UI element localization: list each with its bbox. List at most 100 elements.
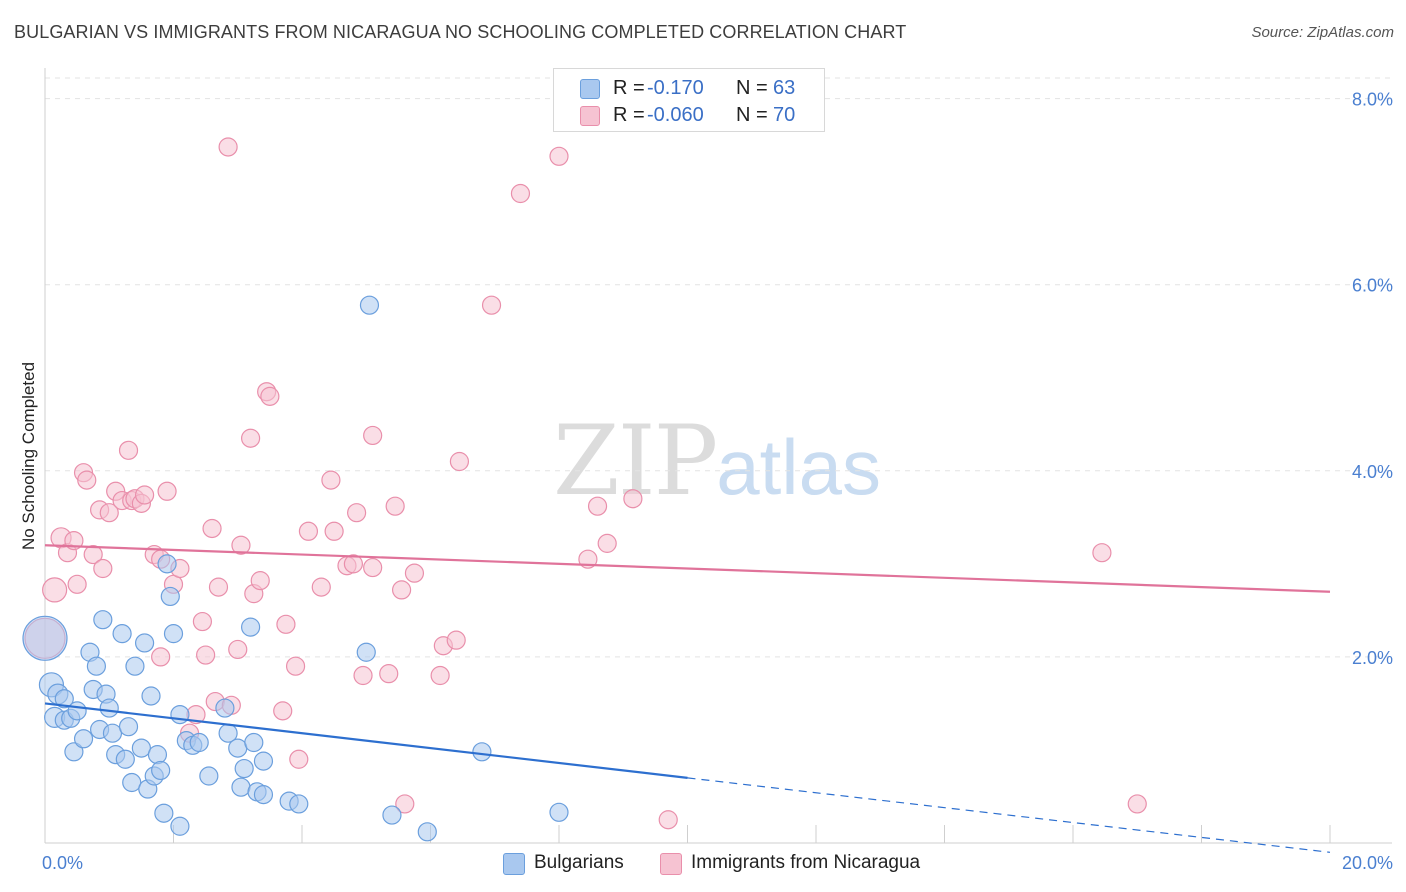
nicaragua-point: [353, 665, 373, 686]
source-label: Source: ZipAtlas.com: [1251, 24, 1394, 41]
bulgarian-point: [549, 802, 569, 822]
nicaragua-point: [67, 574, 87, 594]
y-tick-label: 8.0%: [1352, 90, 1393, 110]
bottom-legend-swatch-pink: [660, 853, 682, 875]
legend-r-label: R =: [613, 104, 645, 126]
legend-n-label: N =: [736, 77, 768, 99]
tick-labels: 2.0% 4.0% 6.0% 8.0% 0.0% 20.0%: [42, 90, 1393, 873]
x-tick-label-max: 20.0%: [1342, 853, 1393, 873]
nicaragua-point: [196, 645, 216, 665]
y-tick-label: 4.0%: [1352, 462, 1393, 482]
bulgarian-point: [215, 698, 235, 718]
bulgarian-point: [125, 656, 145, 676]
nicaragua-points: [24, 137, 1147, 830]
nicaragua-point: [99, 503, 119, 523]
nicaragua-point: [231, 535, 251, 555]
nicaragua-point: [151, 647, 171, 667]
nicaragua-point: [1127, 794, 1147, 814]
correlation-legend: R = -0.170 N = 63 R = -0.060 N = 70: [553, 68, 825, 132]
bulgarian-point: [359, 295, 380, 315]
bulgarian-trend-line: [44, 702, 688, 779]
nicaragua-point: [93, 558, 113, 579]
nicaragua-point: [273, 701, 293, 721]
bulgarian-point: [112, 624, 132, 644]
legend-n-label: N =: [736, 104, 768, 126]
bulgarian-point: [231, 777, 251, 797]
legend-r-value: -0.170: [647, 77, 704, 99]
nicaragua-point: [228, 639, 248, 660]
bulgarian-point: [122, 772, 142, 793]
bulgarian-point: [244, 732, 264, 753]
nicaragua-point: [285, 656, 306, 676]
nicaragua-point: [241, 428, 261, 448]
nicaragua-point: [118, 440, 139, 460]
nicaragua-point: [404, 563, 425, 583]
bulgarian-point: [67, 701, 87, 721]
bulgarian-point: [118, 717, 139, 737]
nicaragua-point: [157, 481, 177, 501]
nicaragua-point: [276, 614, 296, 634]
bulgarian-point: [228, 738, 248, 758]
legend-row-nicaragua: R = -0.060 N = 70: [554, 102, 824, 128]
nicaragua-point: [363, 557, 383, 578]
nicaragua-point: [1092, 543, 1112, 563]
nicaragua-point: [430, 665, 450, 686]
nicaragua-point: [77, 470, 97, 490]
bulgarian-point: [141, 686, 161, 706]
bulgarian-point: [417, 822, 437, 842]
nicaragua-point: [597, 533, 617, 553]
trend-lines: [44, 544, 1331, 853]
legend-row-bulgarians: R = -0.170 N = 63: [554, 75, 824, 101]
bulgarian-point: [86, 656, 107, 676]
nicaragua-point: [83, 544, 103, 565]
legend-r-label: R =: [613, 77, 645, 99]
bulgarian-point: [157, 554, 177, 574]
bulgarian-point: [472, 742, 492, 762]
nicaragua-point: [311, 577, 331, 597]
bulgarian-point: [356, 642, 376, 662]
nicaragua-point: [298, 521, 319, 541]
bulgarian-point: [160, 586, 180, 607]
bulgarian-point: [147, 745, 168, 765]
nicaragua-trend-line: [44, 544, 1331, 593]
nicaragua-point: [218, 137, 238, 157]
bulgarian-point: [154, 803, 174, 823]
nicaragua-point: [250, 571, 270, 591]
nicaragua-point: [324, 521, 344, 541]
nicaragua-point: [208, 577, 229, 597]
chart-title: BULGARIAN VS IMMIGRANTS FROM NICARAGUA N…: [14, 22, 907, 42]
nicaragua-point: [549, 146, 569, 166]
bulgarian-point: [73, 729, 94, 749]
bulgarian-point: [170, 816, 190, 836]
legend-swatch-blue: [580, 79, 600, 99]
bulgarian-point: [134, 633, 155, 653]
y-tick-label: 2.0%: [1352, 648, 1393, 668]
nicaragua-point: [395, 794, 415, 814]
nicaragua-point: [379, 664, 399, 684]
nicaragua-point: [343, 554, 363, 574]
bulgarian-point: [189, 732, 209, 753]
nicaragua-point: [202, 518, 222, 539]
nicaragua-point: [391, 580, 412, 600]
legend-n-value: 63: [773, 77, 796, 99]
nicaragua-point: [321, 470, 341, 490]
nicaragua-point: [385, 496, 405, 516]
nicaragua-point: [449, 451, 470, 472]
bulgarian-point: [22, 615, 68, 661]
bulgarian-trend-extension: [687, 777, 1331, 853]
nicaragua-point: [510, 183, 531, 204]
bulgarian-point: [199, 766, 219, 786]
nicaragua-point: [446, 630, 466, 650]
nicaragua-point: [192, 611, 213, 632]
bulgarian-point: [253, 785, 274, 805]
bulgarian-point: [151, 760, 171, 781]
x-tick-label-min: 0.0%: [42, 853, 83, 873]
bulgarian-point: [234, 758, 254, 779]
nicaragua-point: [587, 496, 608, 516]
y-axis-title: No Schooling Completed: [19, 362, 38, 550]
nicaragua-point: [289, 749, 309, 769]
legend-swatch-pink: [580, 106, 600, 126]
bulgarian-point: [253, 751, 274, 771]
y-tick-label: 6.0%: [1352, 276, 1393, 296]
